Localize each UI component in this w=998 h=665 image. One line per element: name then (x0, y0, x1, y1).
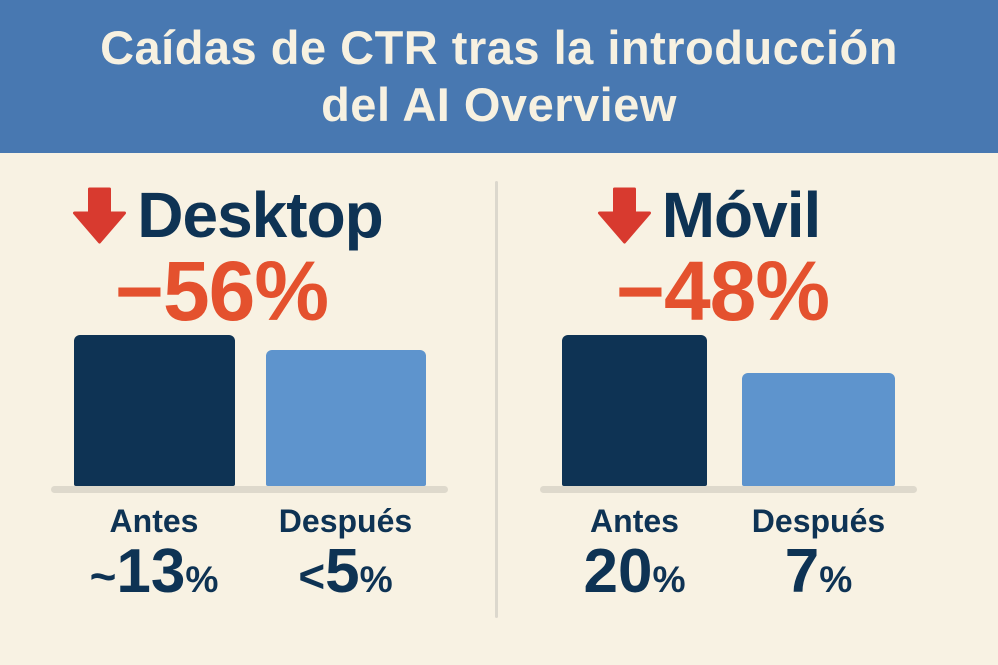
value-antes: ~13% (74, 541, 235, 605)
page-title-line2: del AI Overview (321, 77, 677, 131)
bar-chart-desktop: Antes Después ~13% <5% (51, 335, 448, 605)
bar-chart-movil: Antes Después 20% 7% (540, 335, 917, 605)
charts-area: Desktop −56% Antes Después ~13% <5% M (0, 153, 998, 665)
panel-desktop: Desktop −56% Antes Después ~13% <5% (0, 153, 499, 665)
value-prefix: < (298, 550, 326, 602)
value-suffix: % (359, 558, 393, 600)
device-name: Desktop (137, 179, 383, 251)
value-number: 13 (116, 537, 186, 606)
value-prefix: ~ (89, 550, 117, 602)
page-title-line1: Caídas de CTR tras la introducción (100, 21, 898, 75)
panel-divider (495, 181, 498, 618)
axis-baseline (540, 486, 917, 493)
bars (51, 335, 448, 486)
value-despues: <5% (266, 541, 426, 605)
bar-antes (562, 335, 707, 486)
change-percentage: −56% (114, 244, 329, 338)
category-labels: Antes Después (540, 505, 917, 537)
panel-movil: Móvil −48% Antes Después 20% 7% (499, 153, 998, 665)
bar-despues (265, 350, 426, 486)
down-arrow-icon (73, 187, 127, 243)
panel-movil-heading: Móvil (597, 179, 822, 251)
value-suffix: % (185, 558, 219, 600)
bars (540, 335, 917, 486)
value-number: 5 (325, 537, 360, 606)
value-suffix: % (652, 558, 686, 600)
bar-antes (73, 335, 235, 486)
value-labels: 20% 7% (540, 541, 917, 605)
category-labels: Antes Después (51, 505, 448, 537)
axis-baseline (51, 486, 448, 493)
label-despues: Después (751, 503, 886, 539)
value-number: 20 (583, 537, 653, 606)
bar-despues (742, 373, 895, 486)
label-antes: Antes (590, 503, 679, 539)
value-labels: ~13% <5% (51, 541, 448, 605)
label-despues: Después (278, 503, 413, 539)
panel-desktop-heading: Desktop (72, 179, 384, 251)
value-suffix: % (819, 558, 853, 600)
value-number: 7 (784, 537, 820, 606)
value-despues: 7% (742, 541, 895, 605)
down-arrow-icon (597, 187, 651, 243)
device-name: Móvil (661, 179, 822, 251)
value-antes: 20% (562, 541, 707, 605)
header-banner: Caídas de CTR tras la introducción del A… (0, 0, 998, 153)
change-percentage: −48% (615, 244, 830, 338)
label-antes: Antes (109, 503, 199, 539)
